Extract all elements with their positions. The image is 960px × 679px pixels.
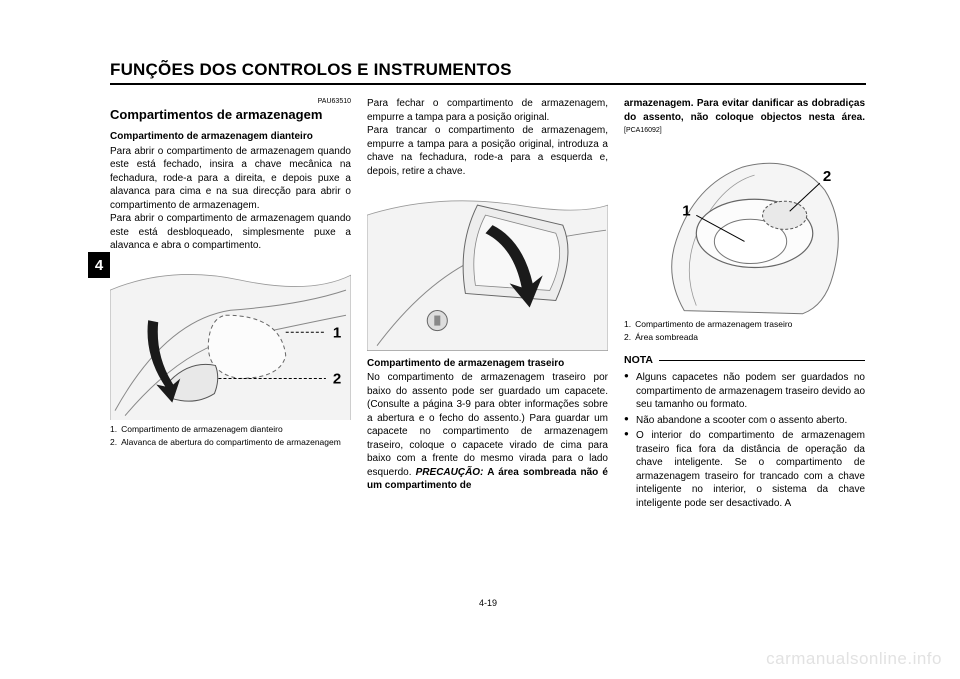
callout-1: 1 [682,202,690,219]
caution-label: PRECAUÇÃO: [416,467,484,478]
caption-item: 1. Compartimento de armazenagem traseiro [624,319,865,330]
callout-2: 2 [823,168,831,185]
figure-captions: 1. Compartimento de armazenagem traseiro… [624,319,865,343]
note-item: Alguns capacetes não podem ser guardados… [624,371,865,412]
watermark: carmanualsonline.info [766,649,942,669]
caption-item: 2. Área sombreada [624,332,865,343]
section-title: Compartimentos de armazenagem [110,107,351,123]
figure-front-compartment: 1 2 [110,260,351,421]
page-title: FUNÇÕES DOS CONTROLOS E INSTRUMENTOS [110,60,866,80]
note-heading: NOTA [624,353,865,367]
subheading-front: Compartimento de armazenagem dianteiro [110,130,351,144]
note-item: Não abandone a scooter com o assento abe… [624,414,865,428]
page: FUNÇÕES DOS CONTROLOS E INSTRUMENTOS PAU… [110,60,866,630]
caption-item: 1. Compartimento de armazenagem dianteir… [110,424,351,435]
page-number: 4-19 [110,598,866,608]
paragraph: armazenagem. Para evitar danificar as do… [624,97,865,138]
subheading-rear: Compartimento de armazenagem traseiro [367,357,608,371]
callout-2: 2 [333,370,341,387]
paragraph: Para trancar o compartimento de armazena… [367,124,608,178]
column-1: PAU63510 Compartimentos de armazenagem C… [110,97,351,512]
columns: PAU63510 Compartimentos de armazenagem C… [110,97,866,512]
note-item: O interior do compartimento de armazenag… [624,429,865,510]
chapter-tab: 4 [88,252,110,278]
figure-captions: 1. Compartimento de armazenagem dianteir… [110,424,351,448]
note-list: Alguns capacetes não podem ser guardados… [624,371,865,510]
paragraph: Para fechar o compartimento de armazenag… [367,97,608,124]
paragraph: No compartimento de armazenagem traseiro… [367,371,608,493]
page-header: FUNÇÕES DOS CONTROLOS E INSTRUMENTOS [110,60,866,85]
ref-code: PAU63510 [110,97,351,106]
paragraph: Para abrir o compartimento de armazenage… [110,212,351,253]
callout-1: 1 [333,324,341,341]
caption-item: 2. Alavanca de abertura do compartimento… [110,437,351,448]
figure-rear-compartment: 1 2 [624,145,865,316]
column-2: Para fechar o compartimento de armazenag… [367,97,608,512]
paragraph: Para abrir o compartimento de armazenage… [110,145,351,213]
figure-close-compartment [367,185,608,351]
column-3: armazenagem. Para evitar danificar as do… [624,97,865,512]
ref-code-inline: [PCA16092] [624,127,662,134]
